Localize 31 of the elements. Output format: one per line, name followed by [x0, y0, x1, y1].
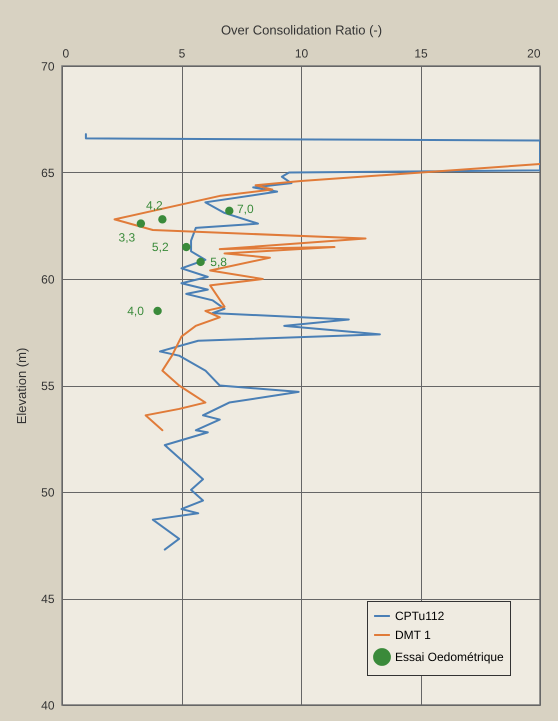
legend-label: DMT 1: [395, 628, 432, 642]
y-tick-label: 65: [41, 166, 55, 180]
point: [158, 215, 167, 224]
x-tick-label: 20: [527, 46, 541, 60]
annotation: 5,8: [210, 254, 228, 269]
x-tick-label: 15: [414, 46, 428, 60]
annotation: 4,2: [146, 198, 164, 212]
x-axis-title: Over Consolidation Ratio (-): [220, 22, 382, 38]
line-series: [84, 133, 540, 551]
annotation: 4,0: [127, 304, 144, 318]
y-tick-label: 50: [41, 486, 55, 500]
y-tick-label: 60: [41, 272, 55, 286]
x-tick-label: 10: [294, 46, 308, 60]
legend-label: CPTu112: [395, 609, 445, 623]
point: [196, 258, 205, 266]
x-tick-label: 5: [178, 46, 186, 60]
annotation: 5,2: [152, 240, 169, 254]
y-tick-label: 40: [41, 698, 55, 712]
point: [136, 219, 146, 228]
legend-label: Essai Oedométrique: [395, 650, 504, 664]
y-tick-label: 45: [41, 592, 55, 606]
y-tick-label: 70: [41, 60, 55, 74]
annotation: 7,0: [236, 202, 254, 216]
point: [225, 206, 234, 216]
line-series: [114, 162, 540, 432]
point: [153, 306, 162, 316]
y-axis-title: Elevation (m): [14, 348, 30, 424]
annotation: 3,3: [118, 230, 136, 245]
point: [182, 242, 190, 252]
y-tick-label: 55: [41, 379, 55, 393]
x-tick-label: 0: [62, 46, 70, 60]
